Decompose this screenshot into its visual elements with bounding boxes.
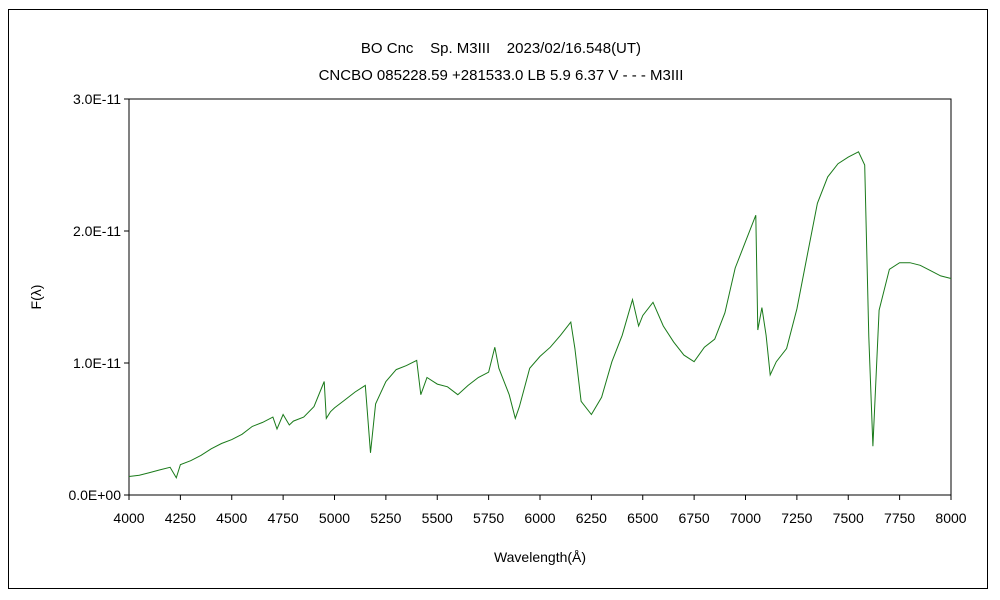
x-tick-label: 5750 [473, 510, 504, 526]
x-tick-label: 7250 [781, 510, 812, 526]
y-tick-label: 3.0E-11 [73, 91, 121, 107]
x-tick-label: 5000 [319, 510, 350, 526]
chart-title: BO Cnc Sp. M3III 2023/02/16.548(UT) [361, 40, 641, 57]
y-axis-ticks: 0.0E+00 1.0E-11 2.0E-11 3.0E-11 [68, 91, 129, 503]
y-tick-label: 2.0E-11 [73, 223, 121, 239]
x-tick-label: 4500 [216, 510, 247, 526]
x-tick-label: 6250 [576, 510, 607, 526]
x-tick-label: 4000 [113, 510, 144, 526]
x-tick-label: 4750 [268, 510, 299, 526]
x-tick-label: 5500 [422, 510, 453, 526]
x-tick-label: 6750 [679, 510, 710, 526]
y-axis-label: F(λ) [28, 285, 44, 310]
x-tick-label: 5250 [370, 510, 401, 526]
spectrum-chart: BO Cnc Sp. M3III 2023/02/16.548(UT) CNCB… [28, 40, 967, 565]
x-axis-label: Wavelength(Å) [494, 549, 586, 565]
plot-area [128, 98, 952, 496]
x-axis-ticks: 4000 4250 4500 4750 5000 5250 5500 5750 6000 6250… [113, 495, 967, 526]
x-tick-label: 4250 [165, 510, 196, 526]
x-tick-label: 8000 [935, 510, 966, 526]
y-tick-label: 0.0E+00 [68, 487, 121, 503]
x-tick-label: 6000 [524, 510, 555, 526]
chart-frame: BO Cnc Sp. M3III 2023/02/16.548(UT) CNCB… [8, 9, 988, 589]
x-tick-label: 7500 [833, 510, 864, 526]
chart-subtitle: CNCBO 085228.59 +281533.0 LB 5.9 6.37 V … [319, 67, 684, 84]
y-tick-label: 1.0E-11 [73, 355, 121, 371]
spectrum-series-line [128, 151, 952, 480]
x-tick-label: 6500 [627, 510, 658, 526]
x-tick-label: 7000 [730, 510, 761, 526]
x-tick-label: 7750 [884, 510, 915, 526]
